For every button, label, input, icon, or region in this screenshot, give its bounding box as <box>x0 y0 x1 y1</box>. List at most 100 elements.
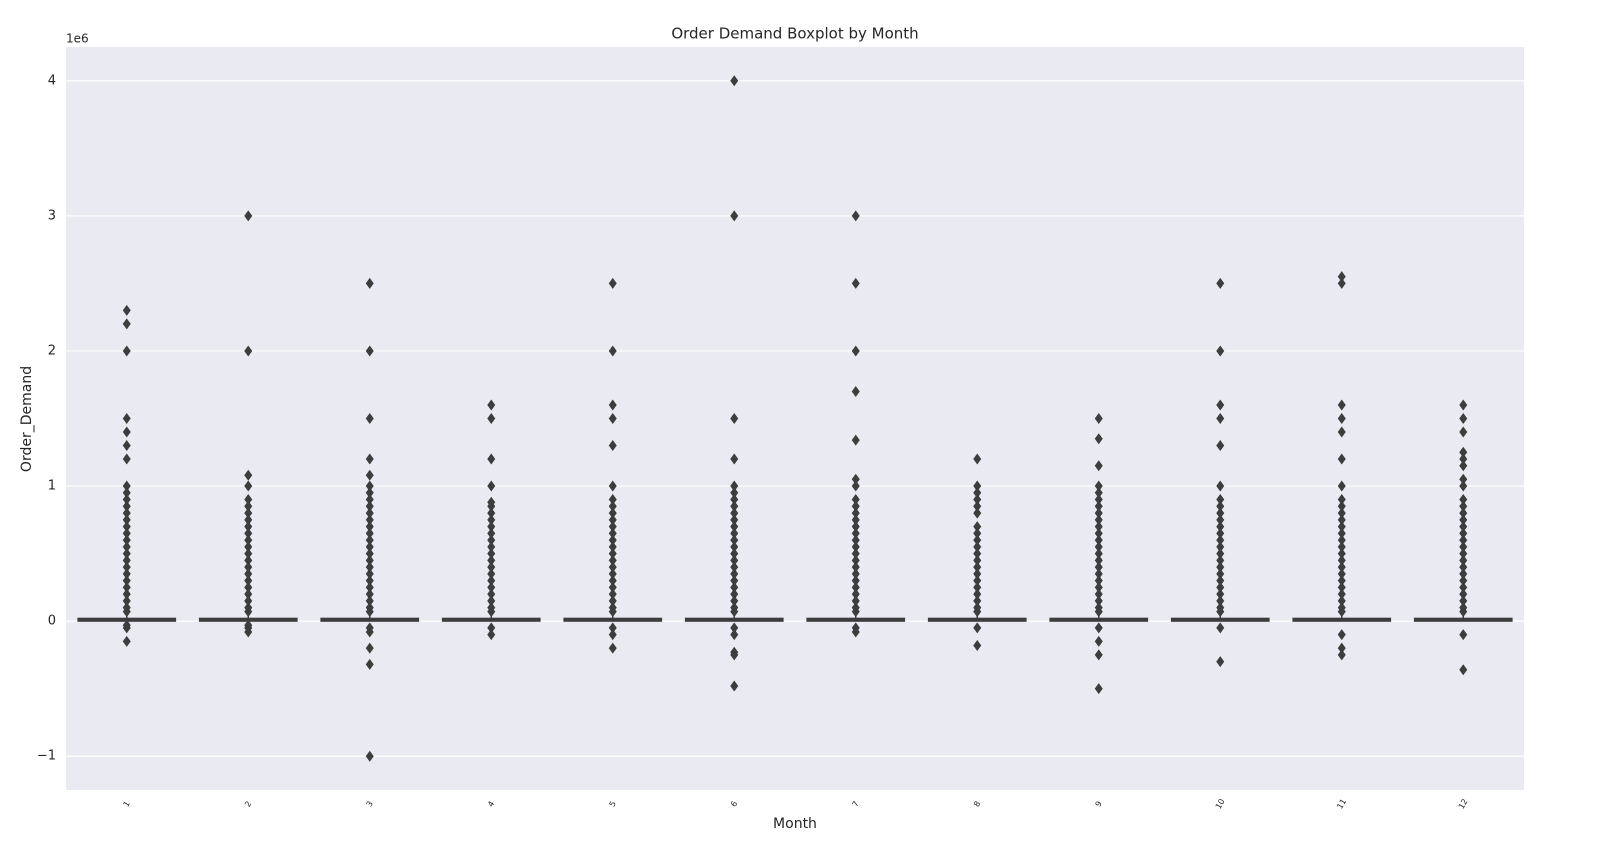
outlier <box>1459 480 1468 492</box>
outlier <box>730 606 739 618</box>
outlier <box>1216 500 1225 512</box>
outlier <box>1459 426 1468 438</box>
outlier <box>122 548 131 560</box>
outlier <box>1459 446 1468 458</box>
outlier <box>244 561 253 573</box>
outlier <box>851 345 860 357</box>
outlier <box>122 480 131 492</box>
outlier <box>1216 554 1225 566</box>
outlier <box>1216 595 1225 607</box>
outlier <box>608 581 617 593</box>
outlier <box>973 622 982 634</box>
outlier <box>365 554 374 566</box>
outlier <box>244 527 253 539</box>
outlier <box>730 588 739 600</box>
outlier <box>122 521 131 533</box>
outlier <box>1459 534 1468 546</box>
outlier <box>973 548 982 560</box>
outlier <box>608 554 617 566</box>
outlier <box>1094 561 1103 573</box>
outlier <box>1459 595 1468 607</box>
outlier <box>1459 453 1468 465</box>
outlier <box>608 480 617 492</box>
outlier <box>1094 635 1103 647</box>
outlier <box>1459 664 1468 676</box>
outlier <box>365 581 374 593</box>
outlier <box>487 561 496 573</box>
outlier <box>973 561 982 573</box>
outlier <box>1094 500 1103 512</box>
outlier <box>1337 534 1346 546</box>
x-tick-label: 8 <box>972 800 982 809</box>
outlier <box>365 750 374 762</box>
outlier <box>851 527 860 539</box>
outlier <box>851 385 860 397</box>
outlier <box>244 210 253 222</box>
y-tick-label: 3 <box>48 208 56 223</box>
outlier <box>244 345 253 357</box>
outlier <box>122 581 131 593</box>
outlier <box>851 626 860 638</box>
outlier <box>730 680 739 692</box>
outlier <box>1459 581 1468 593</box>
outlier <box>608 548 617 560</box>
x-tick-label: 6 <box>729 800 739 809</box>
outlier <box>608 500 617 512</box>
outlier <box>1337 588 1346 600</box>
outlier <box>1337 575 1346 587</box>
outlier <box>608 606 617 618</box>
outlier <box>487 534 496 546</box>
outlier <box>365 642 374 654</box>
outlier <box>730 568 739 580</box>
outlier <box>365 626 374 638</box>
outlier <box>487 399 496 411</box>
x-tick-label: 7 <box>851 800 861 809</box>
y-tick-label: 0 <box>48 614 56 629</box>
outlier <box>851 534 860 546</box>
outlier <box>122 304 131 316</box>
outlier <box>487 606 496 618</box>
outlier <box>851 277 860 289</box>
outlier <box>973 588 982 600</box>
outlier <box>1337 595 1346 607</box>
outlier <box>1094 568 1103 580</box>
outlier <box>1216 534 1225 546</box>
outlier <box>1337 561 1346 573</box>
outlier <box>1337 277 1346 289</box>
outlier <box>851 494 860 506</box>
outlier <box>122 595 131 607</box>
outlier <box>1094 494 1103 506</box>
outlier <box>730 649 739 661</box>
outlier <box>1337 548 1346 560</box>
x-tick-label: 12 <box>1457 797 1470 810</box>
outlier <box>365 277 374 289</box>
outlier <box>1094 460 1103 472</box>
outlier <box>487 581 496 593</box>
outlier <box>365 548 374 560</box>
x-tick-label: 1 <box>122 800 132 809</box>
outlier <box>122 568 131 580</box>
outlier <box>851 514 860 526</box>
outlier <box>487 514 496 526</box>
outlier <box>1094 606 1103 618</box>
outlier <box>730 561 739 573</box>
outlier <box>973 527 982 539</box>
outlier <box>851 480 860 492</box>
outlier <box>1459 413 1468 424</box>
outlier <box>1216 568 1225 580</box>
outlier <box>1337 527 1346 539</box>
outlier <box>851 595 860 607</box>
outlier <box>851 507 860 519</box>
outlier <box>244 480 253 492</box>
outlier <box>730 527 739 539</box>
outlier <box>1094 433 1103 445</box>
outlier <box>730 575 739 587</box>
outlier <box>487 629 496 641</box>
outlier <box>1094 683 1103 695</box>
outlier <box>1337 554 1346 566</box>
outlier <box>122 345 131 357</box>
outlier <box>973 639 982 651</box>
outlier <box>973 480 982 492</box>
outlier <box>122 575 131 587</box>
outlier <box>973 494 982 506</box>
